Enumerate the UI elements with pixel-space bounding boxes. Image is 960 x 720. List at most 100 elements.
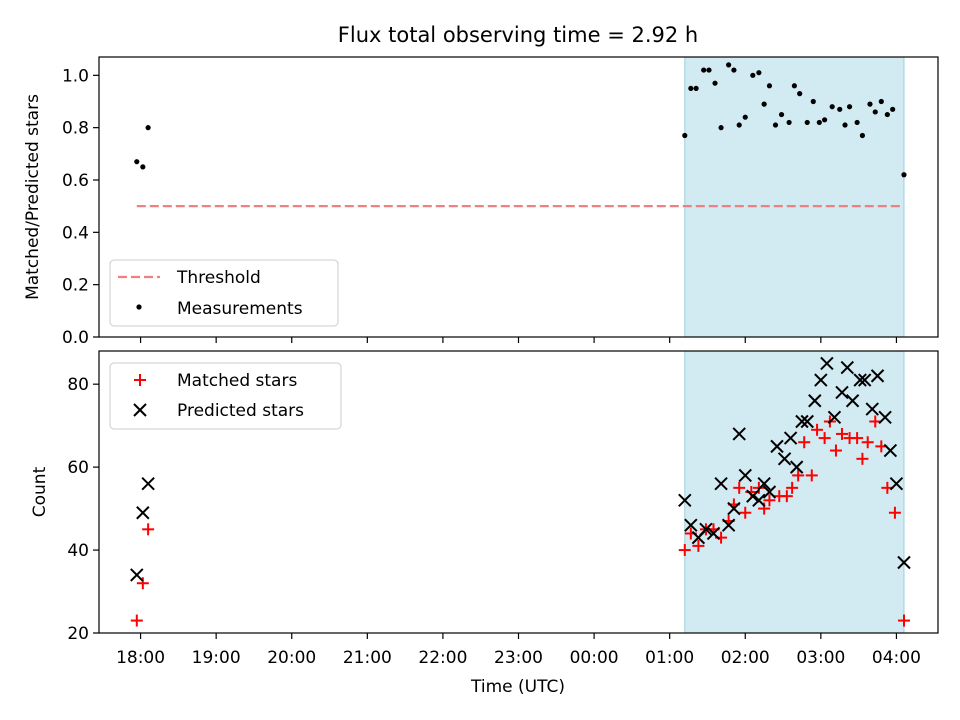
ratio-y-label: Matched/Predicted stars (23, 94, 43, 300)
ratio-shaded-span (684, 56, 905, 338)
legend-matched-label: Matched stars (177, 371, 297, 391)
measurement-point (829, 104, 835, 110)
legend-matched-swatch (134, 374, 146, 386)
measurement-point (816, 119, 822, 126)
predicted-star-point (845, 394, 860, 408)
count-shaded-span (684, 350, 905, 634)
predicted-star-point (738, 468, 752, 483)
measurement-point (859, 132, 866, 139)
matched-star-point (763, 494, 776, 507)
measurement-point (766, 83, 773, 89)
chart-title: Flux total observing time = 2.92 h (338, 23, 698, 47)
measurement-point (756, 70, 762, 76)
predicted-star-point (714, 476, 728, 491)
predicted-star-point (762, 485, 777, 499)
measurement-point (901, 172, 907, 178)
measurement-point (682, 132, 688, 139)
predicted-star-point (865, 402, 879, 416)
measurement-point (772, 122, 779, 128)
legend-predicted-label: Predicted stars (177, 401, 304, 421)
measurement-point (872, 109, 878, 115)
ratio-marks (134, 62, 907, 178)
matched-star-point (836, 427, 849, 440)
matched-star-point (130, 614, 143, 627)
matched-star-point (897, 614, 910, 627)
y-tick-label: 0.0 (62, 328, 89, 348)
measurement-point (884, 111, 890, 118)
count-x-ticks: 18:00 19:00 20:00 21:00 22:00 23:00 00:00 01:00… (116, 633, 921, 668)
matched-star-point (733, 481, 746, 494)
y-tick-label: 40 (67, 541, 89, 561)
matched-star-point (739, 506, 752, 519)
measurement-point (701, 67, 707, 73)
predicted-star-point (814, 373, 828, 387)
count-marks (130, 356, 911, 627)
x-tick-label: 01:00 (645, 648, 694, 668)
x-tick-label: 18:00 (116, 648, 165, 668)
predicted-star-point (777, 452, 792, 466)
matched-star-point (792, 469, 805, 482)
measurement-point (846, 104, 853, 110)
legend-threshold-label: Threshold (176, 268, 261, 288)
measurement-point (731, 67, 737, 73)
matched-star-point (861, 436, 874, 449)
measurement-point (761, 101, 767, 107)
matched-star-point (142, 523, 155, 536)
measurement-point (688, 85, 694, 92)
matched-star-point (780, 490, 793, 503)
measurement-point (810, 98, 816, 105)
matched-star-point (678, 544, 691, 557)
measurement-point (693, 85, 699, 92)
measurement-point (804, 119, 810, 126)
x-tick-label: 04:00 (872, 648, 921, 668)
ratio-legend-box (109, 259, 339, 327)
measurement-point (791, 83, 797, 89)
matched-star-point (888, 506, 901, 519)
measurement-point (736, 122, 742, 128)
x-tick-label: 20:00 (267, 648, 316, 668)
predicted-star-point (699, 522, 713, 537)
predicted-star-point (732, 427, 746, 441)
count-legend-box (109, 362, 342, 430)
matched-star-point (786, 481, 799, 494)
x-tick-label: 23:00 (494, 648, 543, 668)
predicted-star-point (878, 410, 892, 425)
ratio-y-axis: 0.0 0.2 0.4 0.6 0.8 1.0 (62, 66, 99, 348)
y-tick-label: 80 (67, 375, 89, 395)
predicted-star-point (800, 414, 814, 429)
matched-star-point (798, 436, 811, 449)
predicted-star-point (897, 555, 911, 570)
y-tick-label: 0.2 (62, 276, 89, 296)
y-tick-label: 1.0 (62, 66, 89, 86)
measurement-point (842, 122, 848, 128)
ratio-legend: Threshold Measurements (109, 259, 339, 327)
measurement-point (890, 106, 896, 112)
ratio-panel: 0.0 0.2 0.4 0.6 0.8 1.0 Matched/Predicted sta… (23, 56, 939, 348)
predicted-star-point (706, 526, 721, 541)
predicted-star-point (889, 476, 904, 491)
matched-star-point (851, 432, 864, 445)
predicted-star-point (808, 394, 822, 408)
x-axis-label: Time (UTC) (470, 677, 565, 697)
matched-star-point (811, 423, 824, 436)
count-y-label: Count (30, 466, 50, 517)
legend-measurements-swatch (136, 304, 142, 310)
y-tick-label: 0.6 (62, 171, 89, 191)
predicted-star-point (136, 506, 150, 520)
predicted-star-point (727, 501, 741, 516)
matched-star-point (805, 469, 818, 482)
measurement-point (854, 119, 860, 126)
y-tick-label: 20 (67, 624, 89, 644)
predicted-star-point (770, 439, 784, 454)
y-tick-label: 0.4 (62, 223, 89, 243)
measurement-point (712, 80, 718, 86)
x-tick-label: 21:00 (343, 648, 392, 668)
predicted-star-point (870, 369, 885, 383)
measurement-point (726, 62, 732, 68)
predicted-star-point (752, 493, 766, 508)
count-panel: 20 40 60 80 18:00 19:00 20:00 21:00 22:00 23:00 0… (30, 350, 939, 668)
measurement-point (837, 106, 843, 112)
legend-measurements-label: Measurements (177, 299, 303, 319)
matched-star-point (692, 539, 705, 552)
